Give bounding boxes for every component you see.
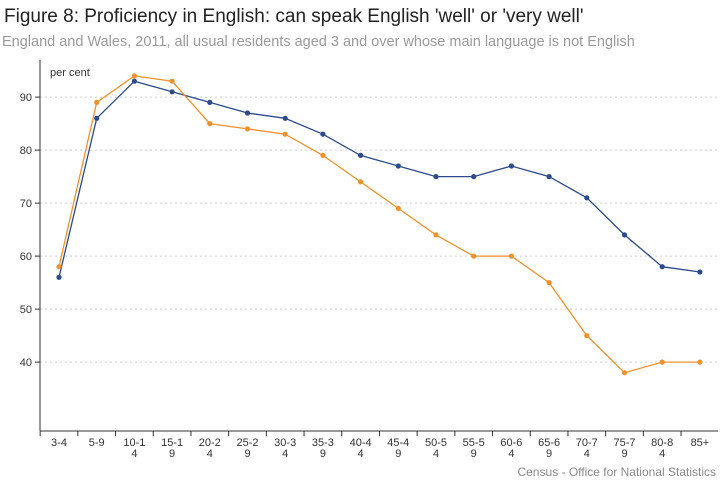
series-lines [58,75,700,374]
data-point [320,131,326,137]
data-point [508,163,514,169]
data-point [282,131,288,137]
gridlines [40,96,718,363]
y-axis-label: per cent [50,67,90,79]
data-point [471,253,477,259]
x-tick-label: 25-2 9 [236,437,258,460]
x-tick-label: 60-6 4 [500,437,522,460]
data-point [508,253,514,259]
data-point [621,232,628,238]
axes [39,60,718,432]
data-point [584,195,590,201]
x-tick-label: 50-5 4 [425,437,447,460]
data-point [471,174,477,180]
x-tick-label: 55-5 9 [463,437,485,460]
y-tick-label: 60 [20,251,32,263]
data-point [546,280,552,286]
data-point [659,359,665,365]
y-tick-label: 40 [20,357,32,369]
data-point [94,99,100,105]
y-tick-label: 90 [20,92,32,104]
x-tick-label: 40-4 4 [350,437,372,460]
data-point [584,333,590,339]
data-point [433,232,439,238]
series-line-2 [58,75,700,374]
y-axis-ticks: 40 50 60 70 80 90 [20,92,40,369]
data-point [433,174,439,180]
data-point [56,274,62,280]
x-tick-label: 15-1 9 [161,437,183,460]
data-point [131,73,137,79]
series-points [56,73,703,376]
data-point [358,152,364,158]
data-point [169,78,175,84]
x-tick-label: 35-3 9 [312,437,334,460]
data-point [56,264,62,270]
x-tick-label: 70-7 4 [576,437,598,460]
data-point [282,115,288,121]
y-tick-label: 50 [20,304,32,316]
data-point [131,78,137,84]
data-point [207,99,213,105]
data-point [546,174,552,180]
data-point [244,110,251,116]
x-tick-label: 30-3 4 [274,437,296,460]
y-tick-label: 80 [20,145,32,157]
data-point [207,121,213,127]
data-point [697,269,703,275]
x-tick-label: 5-9 [89,437,105,449]
x-tick-label: 75-7 9 [613,437,635,460]
x-tick-label: 85+ [691,437,710,449]
data-point [94,115,100,121]
data-point [320,152,326,158]
chart-title: Figure 8: Proficiency in English: can sp… [4,6,584,27]
data-point [621,370,628,376]
x-tick-label: 45-4 9 [387,437,409,460]
data-point [395,163,401,169]
data-point [697,359,703,365]
x-tick-label: 80-8 4 [651,437,673,460]
x-tick-label: 20-2 4 [199,437,221,460]
data-point [358,179,364,185]
y-tick-label: 70 [20,198,32,210]
data-point [659,264,665,270]
source-note: Census - Office for National Statistics [517,465,716,479]
chart-subtitle: England and Wales, 2011, all usual resid… [2,34,635,50]
x-tick-label: 3-4 [51,437,67,449]
x-tick-label: 65-6 9 [538,437,560,460]
series-line-1 [58,80,700,278]
data-point [395,205,401,211]
data-point [244,126,251,132]
x-axis-ticks: 3-4 5-9 10-1 4 15-1 9 20-2 4 25-2 9 30-3 4 35-3 9 40-4… [39,431,710,460]
data-point [169,89,175,95]
x-tick-label: 10-1 4 [123,437,145,460]
